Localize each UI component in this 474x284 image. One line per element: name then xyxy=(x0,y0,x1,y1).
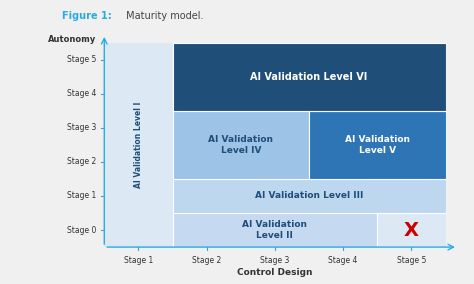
Text: Maturity model.: Maturity model. xyxy=(123,11,204,21)
Bar xyxy=(309,111,446,179)
Bar xyxy=(173,179,446,213)
Text: Figure 1:: Figure 1: xyxy=(62,11,111,21)
Text: Stage 5: Stage 5 xyxy=(397,256,426,265)
Text: AI Validation
Level IV: AI Validation Level IV xyxy=(208,135,273,154)
Text: Control Design: Control Design xyxy=(237,268,313,277)
Text: Stage 4: Stage 4 xyxy=(67,89,96,98)
Text: Stage 5: Stage 5 xyxy=(67,55,96,64)
Bar xyxy=(173,43,446,111)
Text: Stage 3: Stage 3 xyxy=(67,123,96,132)
Text: AI Validation
Level V: AI Validation Level V xyxy=(345,135,410,154)
Text: Stage 3: Stage 3 xyxy=(260,256,290,265)
Text: Autonomy: Autonomy xyxy=(48,35,96,44)
Bar xyxy=(173,213,377,247)
Bar xyxy=(104,43,173,247)
Text: AI Validation Level I: AI Validation Level I xyxy=(134,102,143,188)
Text: Stage 4: Stage 4 xyxy=(328,256,358,265)
Bar xyxy=(377,213,446,247)
Text: AI Validation Level VI: AI Validation Level VI xyxy=(250,72,368,82)
Text: Stage 0: Stage 0 xyxy=(67,225,96,235)
Text: Stage 2: Stage 2 xyxy=(67,157,96,166)
Text: AI Validation Level III: AI Validation Level III xyxy=(255,191,363,201)
Text: AI Validation
Level II: AI Validation Level II xyxy=(242,220,308,240)
Text: Stage 1: Stage 1 xyxy=(124,256,153,265)
Bar xyxy=(173,111,309,179)
Text: Stage 2: Stage 2 xyxy=(192,256,221,265)
Text: Stage 1: Stage 1 xyxy=(67,191,96,201)
Text: X: X xyxy=(404,221,419,239)
